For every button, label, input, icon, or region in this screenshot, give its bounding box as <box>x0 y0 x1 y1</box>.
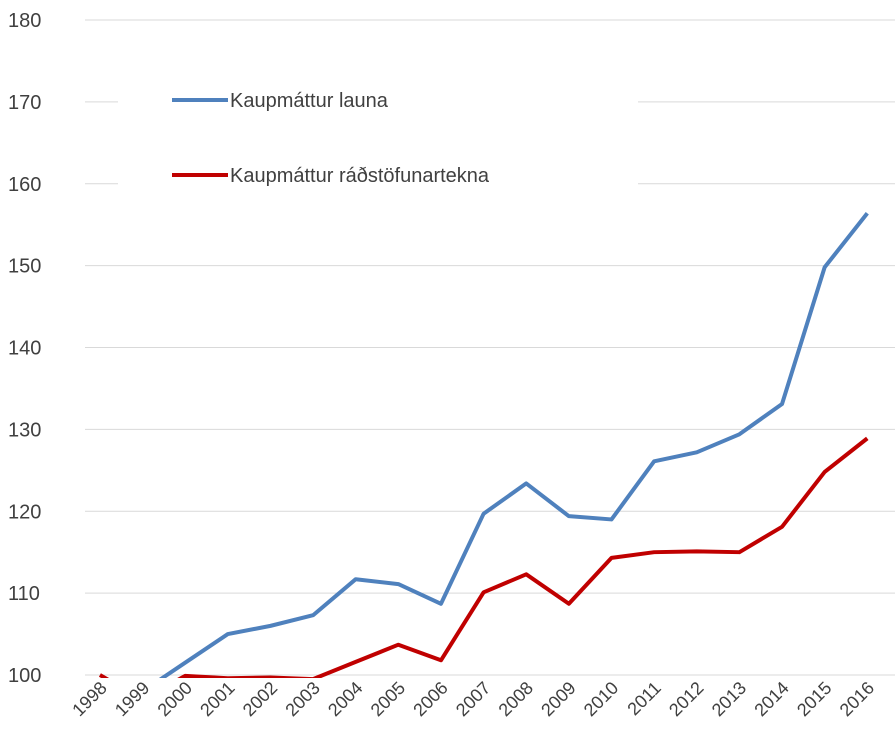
y-tick-label: 170 <box>8 92 41 114</box>
x-tick-label: 2016 <box>836 678 878 720</box>
x-tick-label: 2012 <box>665 678 707 720</box>
x-tick-label: 2009 <box>537 678 579 720</box>
y-tick-label: 100 <box>8 665 41 687</box>
legend-box <box>118 70 638 210</box>
line-series <box>158 211 869 678</box>
y-tick-label: 130 <box>8 419 41 441</box>
y-tick-label: 110 <box>8 583 40 605</box>
y-tick-label: 120 <box>8 501 41 523</box>
y-tick-label: 160 <box>8 174 41 196</box>
x-tick-label: 2004 <box>324 678 366 720</box>
y-tick-label: 180 <box>8 10 41 32</box>
x-tick-label: 2008 <box>495 678 537 720</box>
x-tick-label: 2005 <box>367 678 409 720</box>
x-tick-label: 2014 <box>750 678 792 720</box>
plot-area <box>98 211 869 678</box>
line-series <box>98 436 869 678</box>
y-tick-label: 150 <box>8 256 41 278</box>
x-tick-label: 2002 <box>239 678 281 720</box>
x-tick-label: 2006 <box>409 678 451 720</box>
x-tick-label: 2000 <box>154 678 196 720</box>
x-tick-label: 2003 <box>281 678 323 720</box>
x-tick-label: 1999 <box>111 678 153 720</box>
x-tick-label: 2011 <box>623 678 665 720</box>
x-tick-label: 2001 <box>196 678 238 720</box>
x-tick-label: 2010 <box>580 678 622 720</box>
x-tick-label: 1998 <box>68 678 110 720</box>
x-tick-label: 2007 <box>452 678 494 720</box>
legend-label: Kaupmáttur launa <box>230 90 389 112</box>
x-tick-label: 2015 <box>793 678 835 720</box>
legend-label: Kaupmáttur ráðstöfunartekna <box>230 165 490 187</box>
y-tick-label: 140 <box>8 338 41 360</box>
x-tick-label: 2013 <box>708 678 750 720</box>
